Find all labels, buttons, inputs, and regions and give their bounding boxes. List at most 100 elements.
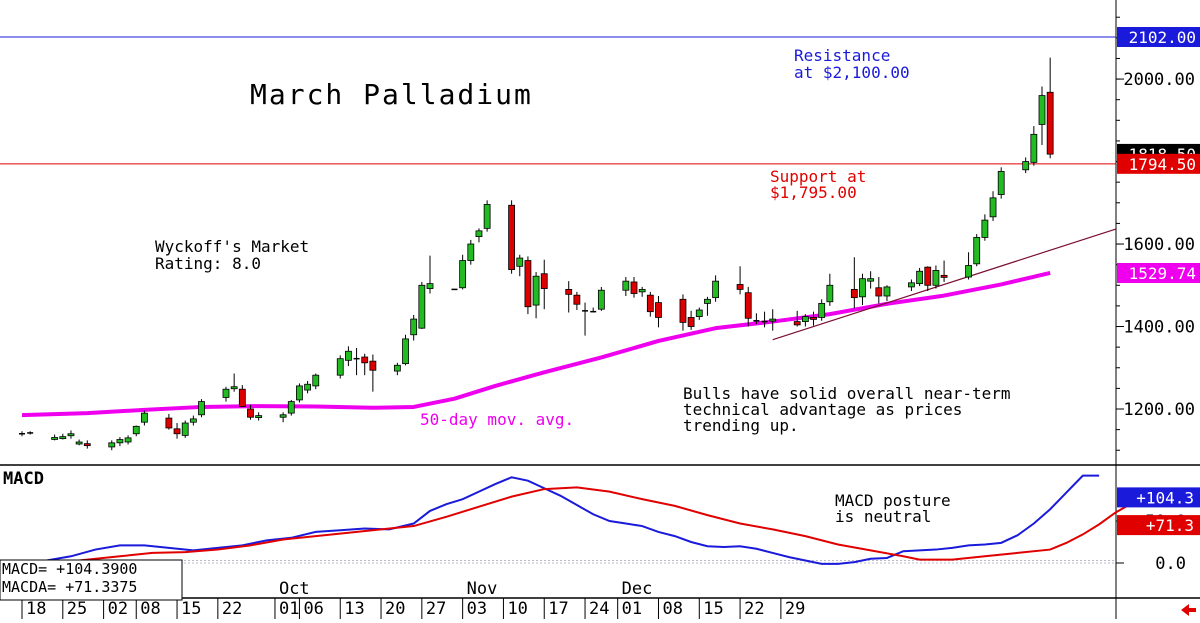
candle-body [296,385,303,401]
candle-body [140,412,148,423]
macd-series-macda [21,486,1133,573]
candle-body [679,298,687,323]
candle-body [850,288,858,299]
uptrend-line [772,228,1116,341]
candle-body [1046,91,1054,155]
candle-body [973,237,981,265]
candle-body [744,292,752,319]
candle-body [393,364,401,372]
date-tick-label: 13 [344,599,364,619]
resistance-note: at $2,100.00 [794,63,910,82]
candle-body [304,383,312,391]
candle-body [67,433,75,437]
chart-title: March Palladium [250,78,533,111]
date-tick-label: 24 [589,599,609,619]
candle-body [59,436,67,440]
candle-body [981,219,989,238]
date-tick-label: 02 [108,599,128,619]
date-tick-label: 18 [26,599,46,619]
macd-tag-box [1117,515,1200,536]
price-tag-box [1117,153,1200,174]
date-tick-label: 15 [703,599,723,619]
price-tick-label: 2000.00 [1123,70,1195,90]
candle-body [459,260,467,289]
candle-body [255,415,263,418]
candle-body [859,278,866,298]
candle-body [247,408,254,418]
date-tick-label: 03 [467,599,487,619]
date-tick-label: 27 [426,599,446,619]
candle-body [475,230,483,238]
candle-body [336,358,344,376]
candle-body [932,270,940,286]
candle-body [687,317,695,327]
candle-body [826,284,834,303]
candle-body [132,425,140,435]
candle-body [965,265,972,278]
macd-series-macd [21,474,1100,568]
date-tick-label: 22 [222,599,242,619]
candle-body [875,287,883,297]
candle-body [344,350,352,361]
commentary-note: Bulls have solid overall near-term [683,384,1011,403]
candle-body [573,294,581,305]
candle-body [108,442,116,448]
candle-body [630,281,638,294]
candle-body [369,360,377,371]
date-tick-label: 22 [744,599,764,619]
candle-body [695,309,703,318]
candle-body [402,338,409,365]
date-tick-label: 20 [385,599,405,619]
candle-body [769,318,777,322]
candle-body [532,275,540,306]
price-tick-label: 1600.00 [1123,235,1195,255]
macd-note: MACD posture [835,491,951,510]
readout-box [0,559,183,601]
candle-body [426,283,434,289]
candle-body [516,257,524,267]
date-tick-label: 01 [622,599,642,619]
candle-body [116,439,124,444]
candle-body [818,303,826,318]
support-note: Support at [770,167,866,186]
candle-body [655,302,662,318]
candle-body [793,321,801,326]
candle-body [810,317,817,320]
commentary-note: trending up. [683,416,799,435]
date-tick-label: 15 [181,599,201,619]
candle-body [230,386,238,390]
candle-body [540,273,548,289]
candle-body [198,401,205,416]
candle-body [238,388,246,407]
candle-body [467,243,475,261]
date-tick-label: 01 [279,599,299,619]
candle-body [181,422,189,436]
candle-body [361,356,369,364]
candle-body [867,278,875,282]
support-note: $1,795.00 [770,183,857,202]
commentary-note: technical advantage as prices [683,400,962,419]
candle-body [736,284,744,290]
month-label: Dec [622,579,653,599]
price-tag-label: 1794.50 [1129,155,1196,174]
resistance-note: Resistance [794,46,890,65]
macd-tag-label: +104.3 [1136,488,1194,507]
macd-readout: MACD= +104.3900 [2,560,137,578]
price-tag-label: 1529.74 [1129,264,1196,283]
month-label: Oct [279,579,310,599]
candle-body [916,270,923,285]
month-label: Nov [467,579,498,599]
candle-body [418,284,426,329]
candle-body [704,298,711,304]
macd-tag-label: +71.3 [1146,516,1194,535]
candle-body [638,288,646,293]
macd-tag-box [1117,487,1200,508]
candle-body [924,266,932,286]
candle-body [165,417,173,429]
candle-body [1022,161,1030,171]
candle-body [801,316,809,322]
candle-body [124,437,132,443]
candle-body [597,289,605,310]
